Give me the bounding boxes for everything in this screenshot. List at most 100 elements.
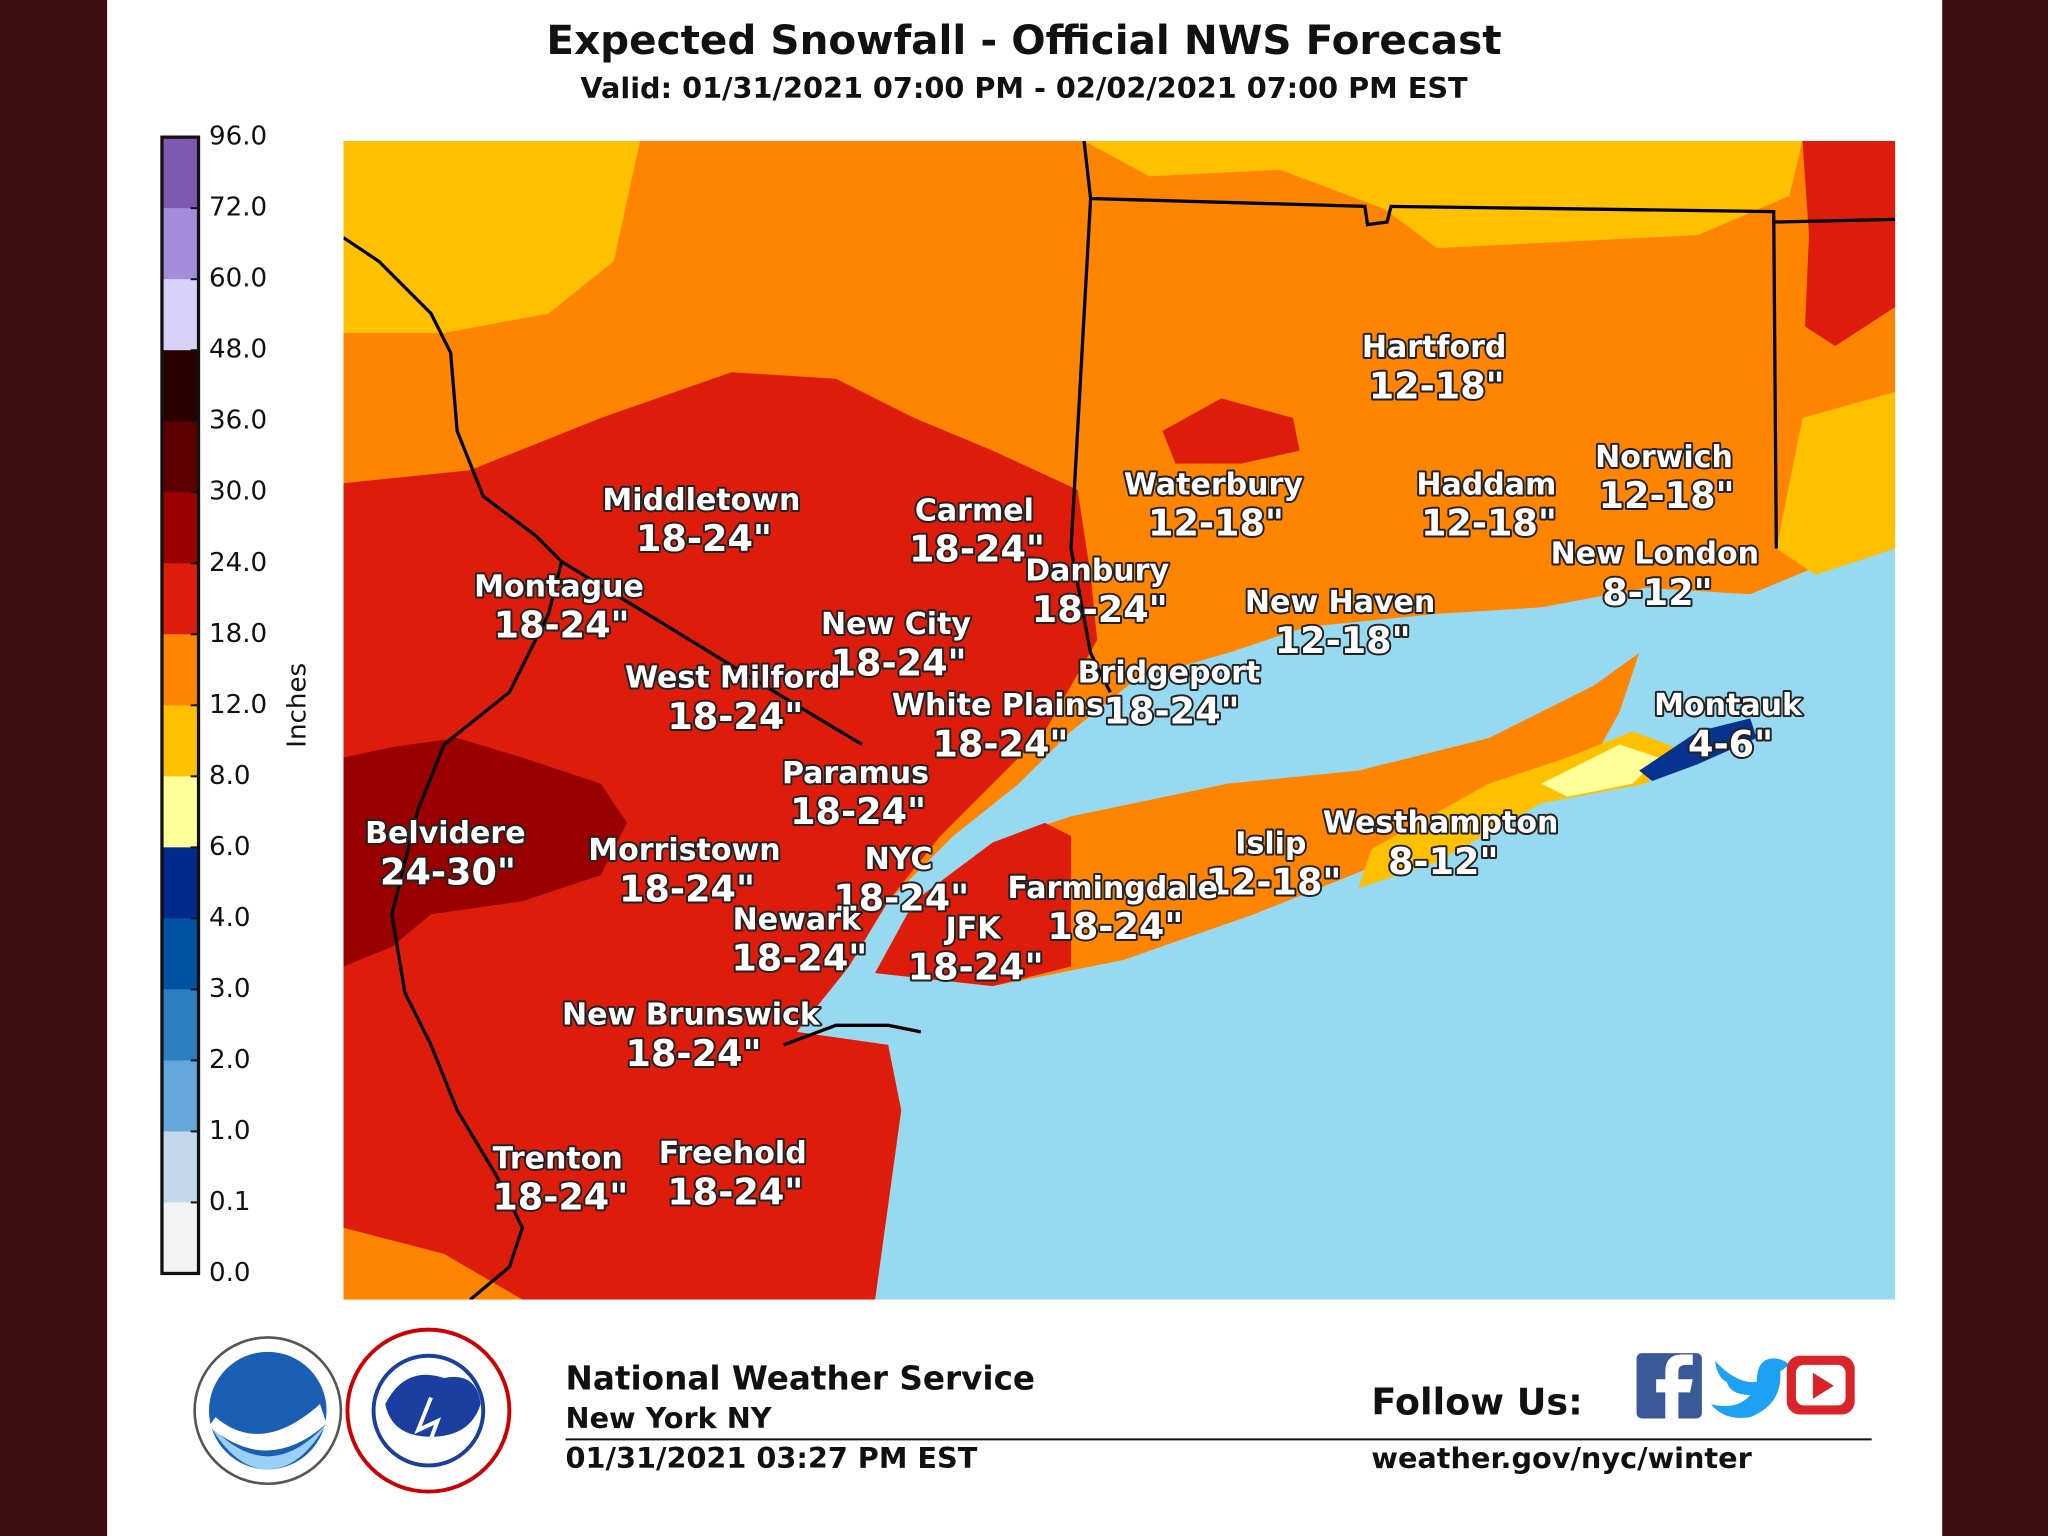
place-name: Norwich [1595, 440, 1733, 475]
noaa-logo [193, 1336, 343, 1486]
place-amount: 12-18" [1205, 861, 1341, 904]
long-island-west [875, 822, 1072, 987]
land-18-24 [343, 372, 1098, 1300]
coastline [783, 1023, 922, 1047]
subtitle: Valid: 01/31/2021 07:00 PM - 02/02/2021 … [580, 71, 1468, 105]
place-name: Belvidere [365, 816, 525, 851]
place-name: Montague [474, 569, 644, 604]
place-name: Bridgeport [1078, 655, 1261, 690]
state-line [1069, 198, 1112, 693]
place-amount: 18-24" [790, 790, 926, 833]
place-amount: 12-18" [1599, 474, 1735, 517]
youtube-icon[interactable] [1786, 1355, 1855, 1415]
place-amount: 18-24" [932, 722, 1068, 765]
place-name: Middletown [602, 483, 800, 518]
state-line [1773, 217, 1896, 224]
place-amount: 18-24" [667, 1170, 803, 1213]
land-18-24 [1802, 141, 1896, 347]
place-amount: 12-18" [1148, 502, 1284, 545]
place-amount: 8-12" [1388, 840, 1499, 883]
place-amount: 18-24" [1104, 690, 1240, 733]
place-name: Trenton [493, 1141, 623, 1176]
colorbar-swatch [161, 563, 199, 635]
place-amount: 8-12" [1602, 571, 1713, 614]
place-name: Haddam [1416, 467, 1556, 502]
land-8-12 [343, 141, 640, 334]
website[interactable]: weather.gov/nyc/winter [1371, 1441, 1752, 1475]
place-name: New Brunswick [562, 998, 821, 1033]
colorbar-tick-label: 4.0 [209, 903, 251, 933]
colorbar-tick-label: 0.0 [209, 1258, 251, 1288]
office-location: New York NY [566, 1401, 773, 1435]
place-name: Westhampton [1323, 806, 1558, 841]
facebook-icon[interactable] [1636, 1353, 1702, 1419]
colorbar-swatch [161, 1060, 199, 1133]
colorbar-swatch [161, 918, 199, 991]
place-amount: 18-24" [626, 1032, 762, 1075]
place-name: Farmingdale [1007, 871, 1218, 906]
place-amount: 18-24" [909, 528, 1045, 571]
colorbar-swatch [161, 989, 199, 1062]
colorbar-swatch [161, 1202, 199, 1275]
place-amount: 18-24" [494, 603, 630, 646]
colorbar-swatch [161, 137, 199, 209]
colorbar-swatch [161, 208, 199, 280]
colorbar-swatch [161, 776, 199, 848]
place-name: Carmel [915, 494, 1034, 529]
colorbar-tick-label: 3.0 [209, 974, 251, 1004]
land-8-12 [1776, 391, 1896, 575]
issued-time: 01/31/2021 03:27 PM EST [566, 1441, 978, 1475]
place-name: Islip [1235, 827, 1306, 862]
colorbar-tick-label: 8.0 [209, 761, 251, 791]
place-name: NYC [865, 842, 933, 877]
colorbar: 96.0 72.0 60.0 48.0 36.0 30.0 24.0 18.0 12.0 8.0 6… [160, 122, 267, 1288]
nws-logo [345, 1327, 512, 1494]
place-name: Danbury [1025, 554, 1169, 589]
colorbar-tick-label: 36.0 [209, 406, 267, 436]
colorbar-tick-label: 0.1 [209, 1187, 251, 1217]
place-amount: 18-24" [492, 1176, 628, 1219]
place-name: Waterbury [1124, 467, 1304, 502]
place-amount: 12-18" [1421, 502, 1557, 545]
colorbar-swatch [161, 1131, 199, 1204]
colorbar-swatch [161, 634, 199, 706]
colorbar-tick-label: 72.0 [209, 193, 267, 223]
place-name: West Milford [625, 661, 841, 696]
place-name: New London [1551, 537, 1759, 572]
colorbar-swatch [161, 421, 199, 493]
place-amount: 18-24" [908, 946, 1044, 989]
follow-us: Follow Us: [1371, 1381, 1582, 1424]
place-amount: 18-24" [831, 641, 967, 684]
place-name: New Haven [1245, 585, 1435, 620]
twitter-icon[interactable] [1711, 1358, 1790, 1418]
colorbar-tick-label: 18.0 [209, 619, 267, 649]
office-name: National Weather Service [566, 1360, 1036, 1398]
place-amount: 24-30" [380, 850, 516, 893]
place-name: Paramus [782, 756, 929, 791]
place-name: JFK [944, 911, 1003, 946]
colorbar-swatch [161, 279, 199, 351]
state-line [560, 560, 863, 746]
place-amount: 4-6" [1688, 722, 1773, 765]
colorbar-tick-label: 60.0 [209, 264, 267, 294]
colorbar-label: Inches [282, 663, 312, 748]
colorbar-tick-label: 2.0 [209, 1045, 251, 1075]
place-name: Morristown [588, 833, 780, 868]
place-amount: 18-24" [636, 517, 772, 560]
colorbar-swatch [161, 350, 199, 422]
place-amount: 18-24" [619, 867, 755, 910]
place-amount: 18-24" [1032, 588, 1168, 631]
place-amount: 12-18" [1369, 364, 1505, 407]
state-line [343, 236, 564, 1300]
colorbar-tick-label: 1.0 [209, 1116, 251, 1146]
land-24-30 [343, 737, 627, 967]
colorbar-tick-label: 30.0 [209, 477, 267, 507]
place-name: Montauk [1654, 688, 1803, 723]
land-8-12 [1084, 141, 1803, 249]
place-amount: 12-18" [1275, 619, 1411, 662]
place-name: Freehold [659, 1136, 807, 1171]
place-name: New City [821, 607, 971, 642]
colorbar-tick-label: 96.0 [209, 122, 267, 152]
colorbar-swatch [161, 847, 199, 920]
